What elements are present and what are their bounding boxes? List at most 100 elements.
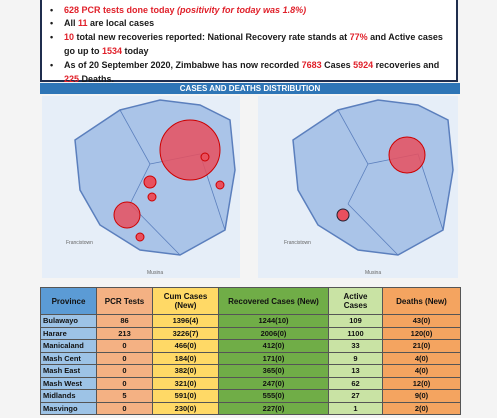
bullet-text: 11 xyxy=(78,18,88,28)
cell: 412(0) xyxy=(218,339,329,353)
cell: Midlands xyxy=(40,389,97,403)
cell: Masvingo xyxy=(40,401,97,415)
bubble xyxy=(113,201,141,229)
bullet-text: 628 PCR tests done today xyxy=(64,5,178,15)
bullet-text: As of 20 September 2020, Zimbabwe has no… xyxy=(64,60,302,70)
cell: 4(0) xyxy=(382,364,461,378)
cell: 86 xyxy=(96,314,153,328)
cell: 1 xyxy=(328,401,383,415)
header-row: Province PCR Tests Cum Cases (New) Recovere… xyxy=(40,287,461,315)
cell: Harare xyxy=(40,326,97,340)
bullet-text: 225 xyxy=(64,74,80,84)
cell: 43(0) xyxy=(382,314,461,328)
header-cell: Cum Cases (New) xyxy=(152,287,219,315)
cell: 3226(7) xyxy=(152,326,219,340)
cell: 4(0) xyxy=(382,351,461,365)
cell: 1396(4) xyxy=(152,314,219,328)
bullet-text: Deaths. xyxy=(79,74,115,84)
cell: 9(0) xyxy=(382,389,461,403)
province-table: Province PCR Tests Cum Cases (New) Recovere… xyxy=(40,287,461,415)
section-title: CASES AND DEATHS DISTRIBUTION xyxy=(40,83,460,94)
cell: 120(0) xyxy=(382,326,461,340)
map-label: Francistown xyxy=(284,240,311,246)
cell: 1100 xyxy=(328,326,383,340)
cell: 33 xyxy=(328,339,383,353)
cell: 2(0) xyxy=(382,401,461,415)
cell: 9 xyxy=(328,351,383,365)
bullet-text: 1534 xyxy=(102,46,123,56)
cell: Mash West xyxy=(40,376,97,390)
bullet-text: and Active cases go up to xyxy=(64,32,443,56)
cell: 21(0) xyxy=(382,339,461,353)
bullet-text: All xyxy=(64,18,79,28)
cell: 365(0) xyxy=(218,364,329,378)
cell: 230(0) xyxy=(152,401,219,415)
cell: Manicaland xyxy=(40,339,97,353)
cell: 0 xyxy=(96,401,153,415)
table-row: Manicaland 0 466(0) 412(0) 33 21(0) xyxy=(40,339,461,353)
table-row: Mash West 0 321(0) 247(0) 62 12(0) xyxy=(40,376,461,390)
header-cell: Active Cases xyxy=(328,287,383,315)
cell: 13 xyxy=(328,364,383,378)
cell: 171(0) xyxy=(218,351,329,365)
header-cell: Deaths (New) xyxy=(382,287,461,315)
cell: 247(0) xyxy=(218,376,329,390)
bullet-text: 77% xyxy=(349,32,368,42)
bullet-text: recoveries and xyxy=(373,60,440,70)
cell: 1244(10) xyxy=(218,314,329,328)
bullet-text: total new recoveries reported: National … xyxy=(74,32,350,42)
cell: 62 xyxy=(328,376,383,390)
bubble xyxy=(135,232,145,242)
cell: 321(0) xyxy=(152,376,219,390)
bullet-text: today xyxy=(122,46,149,56)
cell: Bulawayo xyxy=(40,314,97,328)
bubble xyxy=(147,192,157,202)
bullet: 10 total new recoveries reported: Nation… xyxy=(50,30,444,58)
cell: 2006(0) xyxy=(218,326,329,340)
cell: 0 xyxy=(96,339,153,353)
cell: 27 xyxy=(328,389,383,403)
cell: 466(0) xyxy=(152,339,219,353)
bullet: All 11 are local cases xyxy=(50,16,444,30)
table-row: Mash Cent 0 184(0) 171(0) 9 4(0) xyxy=(40,351,461,365)
cell: 0 xyxy=(96,376,153,390)
cell: 591(0) xyxy=(152,389,219,403)
cell: 109 xyxy=(328,314,383,328)
bubble xyxy=(336,208,350,222)
cell: Mash East xyxy=(40,364,97,378)
table-row: Harare 213 3226(7) 2006(0) 1100 120(0) xyxy=(40,326,461,340)
cell: 213 xyxy=(96,326,153,340)
cell: 12(0) xyxy=(382,376,461,390)
bullet-text: 10 xyxy=(64,32,75,42)
map-label: Musina xyxy=(365,270,381,276)
bullet: 628 PCR tests done today (positivity for… xyxy=(50,3,444,17)
cell: 0 xyxy=(96,351,153,365)
bullet-text: 7683 xyxy=(301,60,322,70)
cell: 5 xyxy=(96,389,153,403)
bullet-text: Cases xyxy=(321,60,354,70)
map-left: Francistown Musina xyxy=(42,96,240,278)
header-cell: Recovered Cases (New) xyxy=(218,287,329,315)
map-label: Musina xyxy=(147,270,163,276)
bubble xyxy=(200,152,210,162)
map-label: Francistown xyxy=(66,240,93,246)
cell: Mash Cent xyxy=(40,351,97,365)
bubble xyxy=(215,180,225,190)
cell: 382(0) xyxy=(152,364,219,378)
cell: 184(0) xyxy=(152,351,219,365)
maps: Francistown Musina Francistown Musina xyxy=(42,96,458,278)
table-row: Bulawayo 86 1396(4) 1244(10) 109 43(0) xyxy=(40,314,461,328)
bullet-text: (positivity for today was 1.8%) xyxy=(177,5,307,15)
map-right: Francistown Musina xyxy=(258,96,458,278)
header-cell: Province xyxy=(40,287,97,315)
cell: 0 xyxy=(96,364,153,378)
table-row: Midlands 5 591(0) 555(0) 27 9(0) xyxy=(40,389,461,403)
table-row: Masvingo 0 230(0) 227(0) 1 2(0) xyxy=(40,401,461,415)
bullet-text: are local cases xyxy=(87,18,155,28)
bubble xyxy=(159,119,221,181)
cell: 227(0) xyxy=(218,401,329,415)
bullet-text: 5924 xyxy=(353,60,374,70)
bubble xyxy=(143,175,157,189)
bullet: As of 20 September 2020, Zimbabwe has no… xyxy=(50,58,444,86)
